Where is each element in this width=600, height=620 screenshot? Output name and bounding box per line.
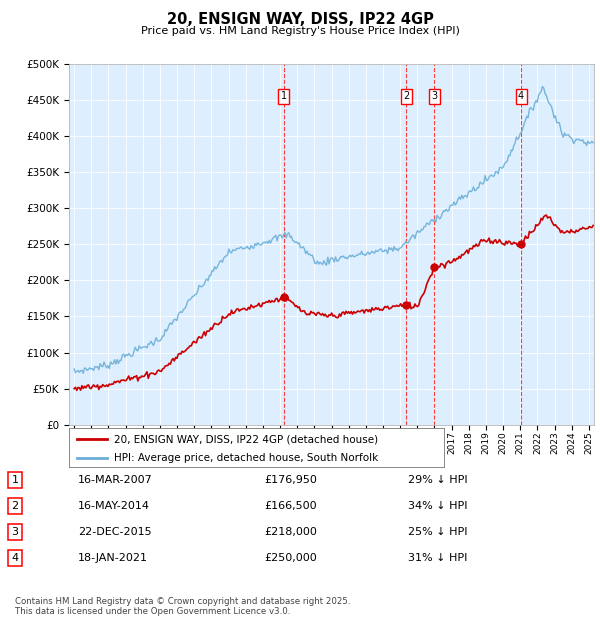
Text: 34% ↓ HPI: 34% ↓ HPI <box>408 501 467 511</box>
Text: 16-MAY-2014: 16-MAY-2014 <box>78 501 150 511</box>
Text: 2: 2 <box>11 501 19 511</box>
Text: 4: 4 <box>518 91 524 101</box>
Text: 2: 2 <box>403 91 410 101</box>
Text: £218,000: £218,000 <box>264 527 317 537</box>
Text: 31% ↓ HPI: 31% ↓ HPI <box>408 553 467 563</box>
Text: 18-JAN-2021: 18-JAN-2021 <box>78 553 148 563</box>
Text: 22-DEC-2015: 22-DEC-2015 <box>78 527 152 537</box>
Text: HPI: Average price, detached house, South Norfolk: HPI: Average price, detached house, Sout… <box>114 453 378 463</box>
Text: £250,000: £250,000 <box>264 553 317 563</box>
Text: This data is licensed under the Open Government Licence v3.0.: This data is licensed under the Open Gov… <box>15 607 290 616</box>
Text: 20, ENSIGN WAY, DISS, IP22 4GP (detached house): 20, ENSIGN WAY, DISS, IP22 4GP (detached… <box>114 434 378 444</box>
Text: Price paid vs. HM Land Registry's House Price Index (HPI): Price paid vs. HM Land Registry's House … <box>140 26 460 36</box>
Text: 25% ↓ HPI: 25% ↓ HPI <box>408 527 467 537</box>
Text: £166,500: £166,500 <box>264 501 317 511</box>
Text: 3: 3 <box>431 91 437 101</box>
Text: £176,950: £176,950 <box>264 475 317 485</box>
Text: 29% ↓ HPI: 29% ↓ HPI <box>408 475 467 485</box>
Text: 3: 3 <box>11 527 19 537</box>
Text: Contains HM Land Registry data © Crown copyright and database right 2025.: Contains HM Land Registry data © Crown c… <box>15 597 350 606</box>
Text: 20, ENSIGN WAY, DISS, IP22 4GP: 20, ENSIGN WAY, DISS, IP22 4GP <box>167 12 433 27</box>
Text: 1: 1 <box>11 475 19 485</box>
Text: 16-MAR-2007: 16-MAR-2007 <box>78 475 153 485</box>
Text: 1: 1 <box>281 91 287 101</box>
Text: 4: 4 <box>11 553 19 563</box>
